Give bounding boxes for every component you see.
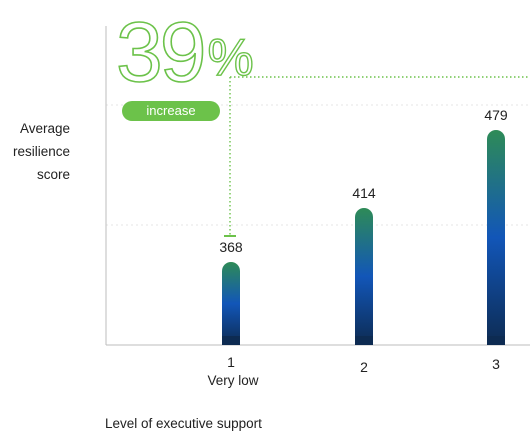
data-label-1: 368 <box>219 239 243 255</box>
bar-2 <box>355 208 373 345</box>
callout-unit: % <box>207 28 255 87</box>
data-label-2: 414 <box>352 185 376 201</box>
bar-1 <box>222 262 240 345</box>
data-label-3: 479 <box>484 107 508 123</box>
x-tick-label-2: 2 <box>360 359 368 375</box>
bar-3 <box>487 130 505 345</box>
x-tick-label-3: 3 <box>492 356 500 372</box>
y-axis-title: Average resilience score <box>12 121 70 182</box>
x-axis-title: Level of executive support <box>105 416 262 431</box>
bar-base-2 <box>355 336 373 345</box>
x-tick-label-1: 1 <box>227 354 235 370</box>
callout-percent: 39% <box>115 9 255 95</box>
callout-value: 39 <box>115 5 207 99</box>
x-tick-sublabel-1: Very low <box>207 373 258 388</box>
callout-label-pill: increase <box>122 101 220 121</box>
bar-base-1 <box>222 336 240 345</box>
bar-base-3 <box>487 336 505 345</box>
